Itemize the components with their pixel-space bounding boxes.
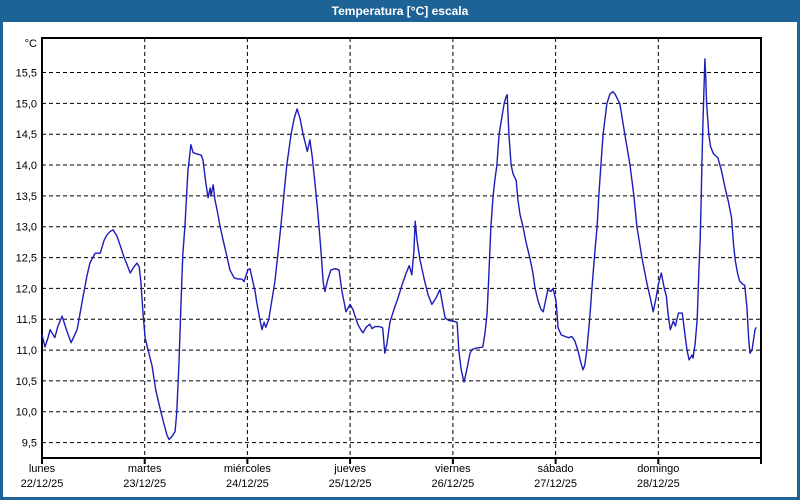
window-titlebar: Temperatura [°C] escala	[0, 0, 800, 22]
x-day-name-label: sábado	[538, 463, 574, 475]
window-title: Temperatura [°C] escala	[331, 4, 469, 18]
y-tick-label: 10,5	[16, 376, 37, 388]
x-axis-labels: lunes 22/12/25 martes 23/12/25 miércoles 24/1…	[21, 463, 680, 490]
x-day-date-label: 24/12/25	[226, 478, 269, 490]
temperature-line	[41, 58, 757, 441]
y-tick-label: 9,5	[22, 438, 37, 450]
y-tick-label: 13,0	[16, 222, 37, 234]
y-tick-label: 14,0	[16, 160, 37, 172]
y-tick-label: 14,5	[16, 129, 37, 141]
x-day-name-label: miércoles	[224, 463, 272, 475]
x-day-name-label: martes	[128, 463, 162, 475]
y-axis-unit-label: °C	[25, 38, 37, 50]
y-tick-label: 11,0	[16, 345, 37, 357]
y-tick-label: 12,0	[16, 283, 37, 295]
x-day-date-label: 27/12/25	[534, 478, 577, 490]
x-day-name-label: domingo	[637, 463, 679, 475]
plot-border	[41, 37, 762, 459]
x-day-name-label: lunes	[29, 463, 56, 475]
x-day-name-label: jueves	[333, 463, 366, 475]
y-tick-label: 11,5	[16, 314, 37, 326]
x-day-date-label: 26/12/25	[431, 478, 474, 490]
temperature-chart: 9,5 10,0 10,5 11,0 11,5 12,0 12,5 13,0 13,5 14,0 1…	[16, 37, 762, 490]
x-axis-ticks	[41, 459, 762, 464]
y-tick-label: 15,5	[16, 68, 37, 80]
y-tick-label: 13,5	[16, 191, 37, 203]
x-day-date-label: 22/12/25	[21, 478, 64, 490]
x-day-date-label: 25/12/25	[329, 478, 372, 490]
chart-container: 9,5 10,0 10,5 11,0 11,5 12,0 12,5 13,0 13,5 14,0 1…	[3, 22, 797, 497]
y-tick-label: 15,0	[16, 98, 37, 110]
y-tick-label: 10,0	[16, 407, 37, 419]
y-tick-label: 12,5	[16, 253, 37, 265]
x-day-name-label: viernes	[435, 463, 471, 475]
y-axis-labels: 9,5 10,0 10,5 11,0 11,5 12,0 12,5 13,0 13,5 14,0 1…	[16, 38, 37, 450]
gridlines	[42, 38, 761, 458]
x-day-date-label: 23/12/25	[123, 478, 166, 490]
x-day-date-label: 28/12/25	[637, 478, 680, 490]
